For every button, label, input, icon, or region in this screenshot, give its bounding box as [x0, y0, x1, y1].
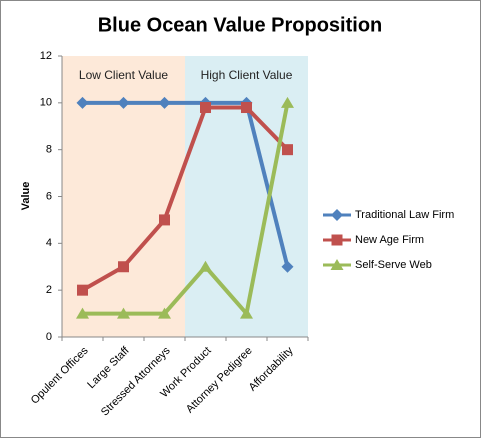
y-tick-label: 2	[46, 284, 52, 296]
marker	[240, 307, 253, 319]
legend-item: Self-Serve Web	[323, 259, 432, 271]
series-line	[82, 100, 290, 268]
marker	[117, 307, 130, 319]
y-axis-label: Value	[20, 182, 32, 211]
marker	[76, 307, 89, 319]
marker	[77, 284, 88, 296]
legend-label: Self-Serve Web	[355, 259, 432, 271]
chart-title: Blue Ocean Value Proposition	[98, 14, 383, 36]
marker	[241, 102, 252, 114]
legend-label: New Age Firm	[355, 234, 424, 246]
marker	[158, 96, 171, 109]
region-label: Low Client Value	[79, 68, 168, 82]
y-tick-label: 0	[46, 331, 52, 343]
y-tick-label: 10	[40, 97, 52, 109]
marker	[282, 144, 293, 156]
marker	[331, 209, 343, 221]
marker	[200, 102, 211, 114]
marker	[76, 96, 89, 109]
y-tick-label: 12	[40, 50, 52, 62]
marker	[281, 96, 294, 108]
legend-item: Traditional Law Firm	[323, 209, 454, 221]
y-tick-label: 4	[46, 237, 52, 249]
marker	[330, 259, 344, 270]
marker	[331, 234, 343, 246]
y-tick-label: 6	[46, 190, 52, 202]
series-line	[82, 102, 290, 316]
marker	[158, 307, 171, 319]
legend-label: Traditional Law Firm	[355, 209, 454, 221]
marker	[118, 261, 129, 273]
marker	[117, 96, 130, 109]
marker	[159, 214, 170, 226]
legend-item: New Age Firm	[323, 234, 424, 246]
y-tick-label: 8	[46, 144, 52, 156]
marker	[199, 260, 212, 272]
region-label: High Client Value	[201, 68, 293, 82]
series-line	[81, 105, 289, 292]
marker	[281, 260, 294, 273]
